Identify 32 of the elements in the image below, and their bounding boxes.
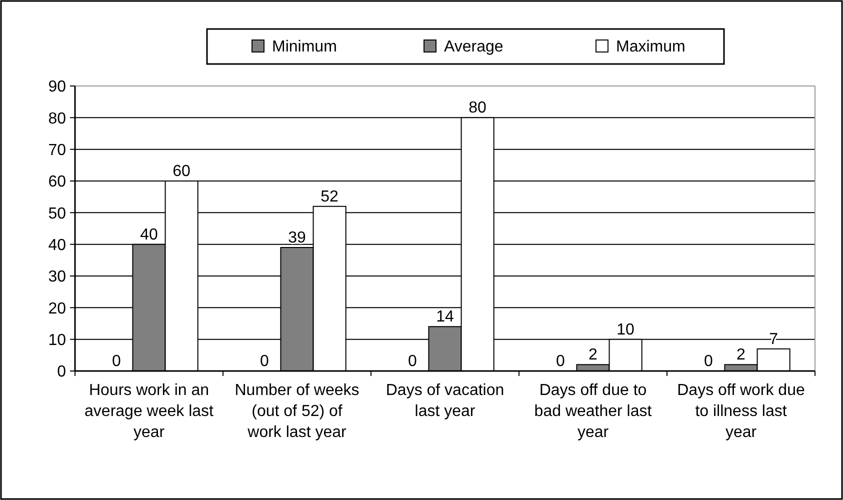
y-tick-label: 90 (48, 78, 66, 96)
data-label: 0 (112, 353, 121, 370)
data-label: 52 (320, 188, 339, 206)
y-tick-label: 60 (48, 174, 66, 191)
x-tick-label: Number of weeks (out of 52) of work last year (234, 382, 360, 441)
data-label: 14 (436, 308, 454, 326)
data-label: 0 (408, 353, 417, 370)
data-label: 0 (704, 353, 713, 370)
data-label: 2 (588, 346, 598, 364)
data-label: 40 (140, 226, 158, 244)
x-tick-label: Hours work in an average week last year (84, 382, 214, 441)
y-tick-label: 10 (48, 332, 66, 349)
y-tick-label: 50 (48, 205, 66, 222)
y-tick-label: 40 (48, 236, 66, 254)
data-label: 2 (736, 346, 746, 364)
y-tick-label: 80 (48, 110, 66, 128)
y-tick-label: 70 (48, 142, 66, 159)
y-tick-label: 20 (48, 300, 66, 318)
data-label: 80 (468, 100, 487, 117)
y-tick-label: 30 (48, 268, 66, 286)
x-tick-label: Days off due to bad weather last year (534, 382, 652, 441)
data-label: 10 (616, 321, 635, 338)
legend-label: Minimum (272, 38, 337, 56)
legend-label: Average (444, 38, 504, 56)
data-label: 39 (288, 230, 306, 246)
x-tick-label: Days off work due to illness last year (677, 382, 805, 441)
x-tick-label: Days of vacation last year (386, 382, 504, 420)
data-label: 0 (556, 353, 565, 370)
legend-label: Maximum (616, 38, 686, 56)
data-label: 60 (172, 163, 191, 180)
y-tick-label: 0 (57, 364, 66, 381)
data-label: 0 (260, 353, 269, 370)
